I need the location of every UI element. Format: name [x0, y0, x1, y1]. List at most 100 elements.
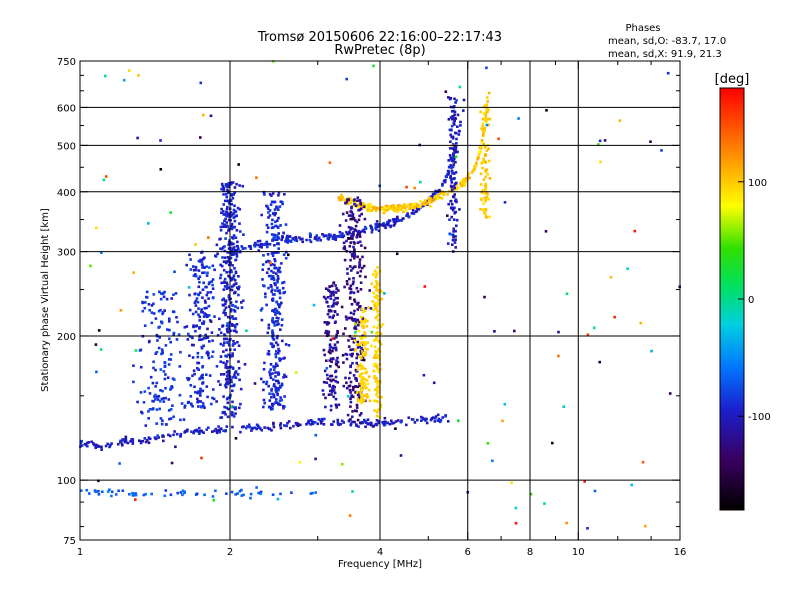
scatter-point	[274, 266, 277, 269]
scatter-point	[190, 403, 193, 406]
scatter-point	[205, 285, 208, 289]
scatter-point	[289, 240, 293, 243]
scatter-point	[484, 104, 487, 107]
scatter-point	[239, 230, 242, 233]
scatter-point	[139, 441, 143, 445]
scatter-point	[201, 373, 204, 377]
scatter-point	[235, 255, 239, 258]
scatter-point	[434, 417, 437, 420]
scatter-point	[191, 356, 195, 359]
scatter-point	[336, 356, 339, 360]
scatter-point	[201, 263, 204, 267]
scatter-point	[178, 393, 182, 397]
scatter-point	[480, 140, 484, 144]
scatter-point	[144, 301, 147, 304]
scatter-point	[192, 274, 196, 278]
scatter-point	[364, 420, 367, 423]
scatter-point	[197, 277, 200, 280]
scatter-point	[151, 408, 154, 411]
scatter-point	[162, 370, 166, 373]
scatter-point	[271, 192, 275, 195]
scatter-point	[363, 336, 367, 339]
scatter-point	[196, 355, 200, 359]
scatter-point	[294, 371, 298, 374]
scatter-point	[194, 265, 198, 269]
scatter-point	[158, 325, 161, 329]
scatter-point	[331, 315, 335, 319]
scatter-point	[356, 303, 359, 306]
scatter-point	[324, 287, 328, 290]
scatter-point	[203, 271, 206, 274]
scatter-point	[359, 269, 363, 273]
scatter-point	[395, 210, 399, 213]
scatter-point	[148, 437, 152, 441]
scatter-point	[475, 161, 478, 165]
scatter-point	[272, 236, 276, 239]
scatter-point	[229, 256, 233, 260]
scatter-point	[454, 198, 458, 202]
scatter-point	[350, 303, 354, 306]
scatter-point	[450, 178, 453, 182]
scatter-point	[380, 206, 384, 209]
scatter-point	[374, 209, 378, 213]
scatter-point	[345, 381, 348, 385]
scatter-point	[456, 113, 460, 117]
scatter-point	[258, 245, 262, 248]
scatter-point	[229, 301, 233, 304]
scatter-point	[325, 234, 328, 237]
scatter-point	[458, 85, 462, 89]
scatter-point	[241, 184, 244, 188]
scatter-point	[275, 309, 279, 312]
scatter-point	[173, 378, 176, 381]
scatter-point	[472, 168, 476, 171]
scatter-point	[160, 397, 164, 401]
scatter-point	[267, 326, 271, 330]
scatter-point	[265, 243, 268, 246]
scatter-point	[255, 427, 259, 430]
scatter-point	[483, 192, 486, 195]
scatter-point	[375, 356, 379, 359]
scatter-point	[150, 304, 154, 307]
scatter-point	[225, 348, 228, 352]
scatter-point	[562, 405, 565, 408]
scatter-point	[376, 367, 379, 370]
scatter-point	[322, 393, 325, 396]
scatter-point	[455, 137, 458, 141]
scatter-point	[484, 169, 487, 172]
scatter-point	[230, 270, 233, 274]
scatter-point	[280, 301, 283, 305]
scatter-point	[219, 342, 223, 346]
scatter-point	[131, 442, 135, 445]
scatter-point	[484, 215, 488, 218]
scatter-point	[358, 265, 361, 269]
scatter-point	[358, 394, 361, 398]
scatter-point	[226, 322, 229, 325]
scatter-point	[453, 146, 456, 150]
scatter-point	[227, 247, 231, 250]
scatter-point	[163, 361, 166, 364]
scatter-point	[484, 197, 488, 200]
scatter-point	[345, 353, 349, 356]
scatter-point	[265, 260, 268, 264]
scatter-point	[281, 286, 285, 290]
scatter-point	[361, 398, 365, 401]
scatter-point	[279, 385, 282, 388]
scatter-point	[194, 429, 197, 432]
scatter-point	[356, 365, 360, 368]
scatter-point	[121, 489, 125, 492]
scatter-point	[395, 252, 399, 256]
scatter-point	[354, 325, 357, 328]
chart-subtitle: RwPretec (8p)	[334, 43, 425, 58]
scatter-point	[422, 418, 426, 421]
scatter-point	[213, 268, 216, 272]
scatter-point	[453, 113, 456, 117]
scatter-point	[363, 246, 367, 250]
scatter-point	[203, 406, 206, 409]
scatter-point	[172, 415, 175, 419]
scatter-point	[262, 254, 265, 257]
scatter-point	[368, 289, 371, 292]
scatter-point	[192, 265, 195, 268]
scatter-point	[351, 415, 354, 419]
scatter-point	[235, 182, 238, 186]
scatter-point	[274, 355, 278, 359]
